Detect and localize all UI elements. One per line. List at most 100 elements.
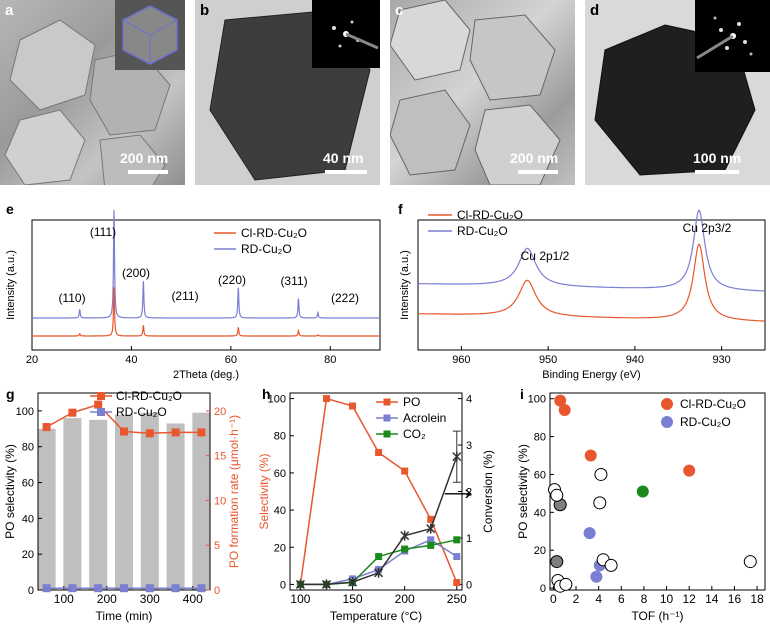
panel-e-peak-label-5: (311) (280, 274, 307, 288)
panel-h-y-tick-label-5: 100 (268, 394, 286, 406)
panel-e-x-tick-label-1: 40 (125, 354, 137, 366)
panel-h-y-tick-label-0: 0 (280, 579, 286, 591)
panel-g-point-0-6 (197, 428, 206, 437)
panel-e-peak-label-1: (111) (90, 225, 116, 239)
panel-i-point-4-1 (550, 488, 564, 502)
micrograph-c: c 200 nm (390, 0, 575, 185)
panel-e-trace-rd (32, 209, 380, 319)
micrograph-d: d 100 nm (585, 0, 770, 185)
panel-f-x-tick-label-0: 960 (452, 354, 470, 366)
inset-a (115, 0, 185, 70)
panel-h-y-tick-label-2: 40 (274, 505, 286, 517)
scale-label-a: 200 nm (120, 150, 169, 166)
panel-h-point-0-6 (453, 579, 461, 587)
panel-g-bar-4 (140, 412, 159, 590)
panel-i-ylabel: PO selectivity (%) (516, 444, 530, 539)
panel-i-point-1-0 (583, 527, 596, 540)
panel-e-x-tick-label-3: 80 (324, 354, 336, 366)
crystals-c (390, 0, 561, 185)
scale-bar-c (518, 170, 558, 174)
panel-f-x-tick-label-1: 950 (539, 354, 557, 366)
panel-g-bar-1 (63, 418, 82, 590)
panel-g-y-tick-label-0: 0 (28, 585, 34, 597)
panel-f-ylabel: Intensity (a.u.) (399, 250, 411, 320)
panel-i-legend-label-0: Cl-RD-Cu₂O (680, 397, 746, 411)
panel-f-frame (417, 219, 766, 351)
panel-f-legend-label-1: RD-Cu₂O (457, 224, 508, 238)
panel-i-y-tick-label-1: 20 (534, 545, 546, 557)
panel-f-xlabel: Binding Energy (eV) (542, 369, 640, 381)
panel-g-y-tick-label-5: 100 (16, 406, 34, 418)
panel-g-bar-5 (166, 423, 185, 590)
panel-e-legend-label-0: Cl-RD-Cu₂O (241, 226, 307, 240)
scale-label-d: 100 nm (693, 150, 742, 166)
panel-g-legend-marker-1 (97, 408, 105, 416)
panel-h-legend-marker-1 (383, 414, 391, 422)
panel-i-y-tick-label-4: 80 (534, 432, 546, 444)
panel-g-y-tick-label-1: 20 (22, 549, 34, 561)
panel-i-y-tick-label-0: 0 (540, 583, 546, 595)
panel-h-point-2-6 (453, 536, 461, 544)
panel-i-x-tick-label-8: 16 (728, 592, 742, 606)
panel-i-x-tick-label-9: 18 (750, 592, 764, 606)
panel-h-point-3-4 (400, 530, 410, 541)
panel-h-legend-label-0: PO (403, 395, 420, 409)
panel-i-point-0-0 (554, 394, 567, 407)
panel-i-point-4-9 (559, 577, 573, 591)
panel-f-annotation-0: Cu 2p1/2 (521, 249, 570, 263)
panel-i-point-0-2 (584, 449, 597, 462)
panel-i-point-3-1 (550, 555, 564, 569)
panel-e-peak-label-2: (200) (122, 266, 150, 280)
panel-h-point-0-5 (427, 515, 435, 523)
panel-g-y2-tick-label-4: 20 (214, 406, 226, 418)
panel-h-point-0-3 (375, 448, 383, 456)
panel-f-trace-cl (418, 243, 765, 322)
panel-i-point-4-3 (593, 496, 607, 510)
panel-i-frame (549, 392, 766, 591)
panel-e-legend-label-1: RD-Cu₂O (241, 242, 292, 256)
panel-label-i: i (520, 386, 524, 402)
panel-g-point-1-1 (68, 584, 77, 593)
panel-g-ylabel: PO selectivity (%) (3, 444, 17, 539)
panel-g-legend-label-1: RD-Cu₂O (116, 405, 167, 419)
panel-h-y-tick-label-4: 80 (274, 431, 286, 443)
panel-f-x-tick-label-2: 940 (626, 354, 644, 366)
panel-g-bar-0 (37, 428, 56, 590)
panel-label-b: b (200, 2, 210, 19)
panel-g-point-1-3 (120, 584, 128, 593)
panel-g-point-1-4 (145, 584, 154, 593)
panel-g-point-0-3 (120, 427, 128, 436)
panel-i-legend-marker-1 (661, 416, 673, 428)
panel-i-xlabel: TOF (h⁻¹) (631, 609, 683, 623)
panel-g-bar-6 (192, 412, 211, 590)
panel-i-point-4-6 (743, 555, 757, 569)
panel-h-point-1-5 (427, 536, 435, 544)
panel-i-point-1-1 (590, 570, 603, 583)
panel-g-bar-2 (89, 419, 108, 590)
inset-d (695, 0, 770, 72)
panel-h-point-3-3 (374, 567, 384, 578)
micrograph-a: a 200 nm (0, 0, 185, 185)
panel-e-trace-cl (32, 287, 380, 337)
scale-bar-b (325, 170, 367, 174)
panel-e-frame (31, 219, 381, 351)
panel-i-point-2-0 (636, 485, 649, 498)
panel-h-legend-label-2: CO₂ (403, 427, 426, 441)
panel-h-point-2-3 (375, 553, 383, 561)
panel-i-x-tick-label-5: 10 (660, 592, 674, 606)
panel-h-xlabel: Temperature (°C) (330, 609, 422, 623)
panel-g-y-tick-label-2: 40 (22, 513, 34, 525)
panel-h-legend-marker-0 (383, 398, 391, 406)
panel-label-d: d (590, 2, 600, 19)
panel-g-y2-tick-label-3: 15 (214, 451, 226, 463)
panel-i-x-tick-label-3: 6 (618, 592, 625, 606)
panel-h-errorbar (452, 430, 461, 483)
panel-g-x-tick-label-1: 200 (97, 592, 117, 606)
panel-i-y-tick-label-2: 40 (534, 507, 546, 519)
panel-g-y2-tick-label-2: 10 (214, 495, 226, 507)
panel-g-point-0-5 (171, 428, 180, 437)
panel-e-peak-label-3: (211) (171, 289, 198, 303)
panel-h-legend-marker-2 (383, 430, 391, 438)
panel-g-point-1-6 (197, 584, 206, 593)
